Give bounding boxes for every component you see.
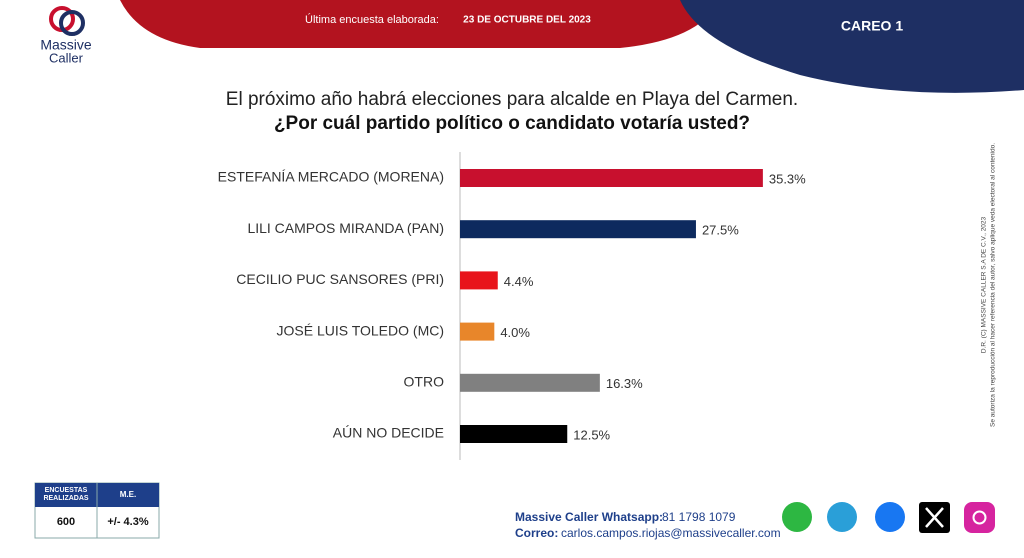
footer-label: Massive Caller Whatsapp: <box>515 510 663 524</box>
logo: Massive Caller <box>40 6 92 65</box>
bar <box>460 169 763 187</box>
category-label: LILI CAMPOS MIRANDA (PAN) <box>247 220 444 236</box>
header-tag: CAREO 1 <box>841 18 903 34</box>
bar <box>460 271 498 290</box>
table-header-cell: ENCUESTAS REALIZADAS <box>43 487 89 502</box>
survey-table: ENCUESTAS REALIZADAS M.E. 600 +/- 4.3% <box>34 482 160 539</box>
whatsapp-icon[interactable] <box>782 502 812 532</box>
category-label: ESTEFANÍA MERCADO (MORENA) <box>218 169 444 185</box>
bar <box>460 220 696 239</box>
value-label: 12.5% <box>573 427 610 442</box>
bar <box>460 425 568 443</box>
footer-label: Correo: <box>515 526 558 540</box>
value-label: 16.3% <box>606 376 643 391</box>
x-icon-glyph <box>925 507 944 528</box>
telegram-icon[interactable] <box>827 502 857 532</box>
value-label: 4.0% <box>500 325 530 340</box>
logo-text: Massive <box>40 37 92 53</box>
bar <box>460 322 495 341</box>
table-cell: +/- 4.3% <box>107 516 148 528</box>
facebook-icon[interactable] <box>875 502 905 532</box>
value-label: 27.5% <box>702 223 739 238</box>
side-note: D.R. (C) MASSIVE CALLER S.A DE C.V., 202… <box>981 216 988 353</box>
side-note: Se autoriza la reproducción al hacer ref… <box>990 143 997 427</box>
category-label: CECILIO PUC SANSORES (PRI) <box>236 271 444 287</box>
footer-value: 81 1798 1079 <box>662 510 736 524</box>
category-label: OTRO <box>404 374 445 390</box>
footer-value: carlos.campos.riojas@massivecaller.com <box>561 526 781 540</box>
instagram-icon[interactable] <box>964 502 995 533</box>
header-date: 23 DE OCTUBRE DEL 2023 <box>463 15 591 26</box>
instagram-icon-glyph <box>972 510 987 525</box>
chart-title: El próximo año habrá elecciones para alc… <box>226 89 798 110</box>
value-label: 35.3% <box>769 171 806 186</box>
table-header-text: M.E. <box>120 490 136 499</box>
logo-ring-navy <box>59 10 85 36</box>
header-label: Última encuesta elaborada: <box>305 13 439 26</box>
header-swoop-navy <box>680 0 1024 93</box>
category-label: AÚN NO DECIDE <box>333 425 444 441</box>
logo-text: Caller <box>49 50 84 65</box>
bar <box>460 373 600 392</box>
table-cell: 600 <box>57 516 75 528</box>
value-label: 4.4% <box>504 274 534 289</box>
header-swoop-red <box>120 0 720 48</box>
chart-subtitle: ¿Por cuál partido político o candidato v… <box>274 113 750 134</box>
category-label: JOSÉ LUIS TOLEDO (MC) <box>276 322 444 338</box>
table-header-text: ENCUESTAS REALIZADAS <box>43 487 89 502</box>
